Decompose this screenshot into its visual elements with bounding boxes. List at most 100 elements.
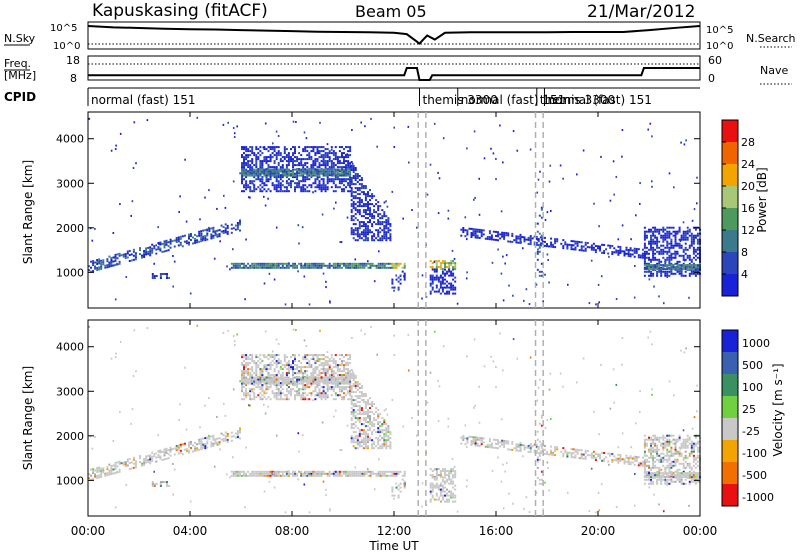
velocity-cell [261, 390, 264, 393]
power-noise-point [312, 191, 314, 194]
velocity-cell [482, 437, 485, 440]
velocity-cell [314, 376, 317, 379]
power-cell [212, 228, 215, 231]
power-cell [629, 253, 632, 256]
velocity-cell [373, 419, 376, 422]
power-cell [173, 239, 176, 242]
velocity-cell [261, 388, 264, 391]
power-cell [367, 266, 370, 269]
power-cell [431, 274, 434, 277]
power-cell [251, 148, 254, 151]
power-cell [389, 266, 392, 269]
velocity-cell [369, 474, 372, 477]
power-cell [429, 292, 432, 295]
power-cell [306, 162, 309, 165]
velocity-cell [304, 388, 307, 391]
power-cell [251, 150, 254, 153]
power-cell [678, 266, 681, 269]
power-cell [322, 156, 325, 159]
velocity-cell [104, 474, 107, 477]
power-cell [643, 262, 646, 265]
power-cell [287, 154, 290, 157]
power-cell [662, 230, 665, 233]
velocity-cell [439, 484, 442, 487]
power-cell [672, 252, 675, 255]
power-cell [326, 180, 329, 183]
velocity-cell [318, 376, 321, 379]
power-cell [688, 234, 691, 237]
power-cell [334, 168, 337, 171]
power-cell [454, 276, 457, 279]
velocity-cell [324, 360, 327, 363]
power-cell [355, 264, 358, 267]
power-cell [316, 146, 319, 149]
power-cell [322, 150, 325, 153]
velocity-cell [381, 445, 384, 448]
velocity-cell [617, 461, 620, 464]
velocity-cell [298, 394, 301, 397]
velocity-cell [403, 472, 406, 475]
velocity-cell [336, 370, 339, 373]
power-cell [314, 180, 317, 183]
velocity-cell [353, 474, 356, 477]
power-cell [617, 253, 620, 256]
velocity-cell [454, 500, 457, 503]
power-cell [652, 252, 655, 255]
power-cell [664, 250, 667, 253]
velocity-cell [271, 360, 274, 363]
velocity-cell [267, 378, 270, 381]
power-cell [503, 237, 506, 240]
power-cell [145, 251, 148, 254]
velocity-cell [643, 462, 646, 465]
power-cell [275, 188, 278, 191]
power-cell [273, 172, 276, 175]
power-cell [692, 236, 695, 239]
velocity-cell [179, 445, 182, 448]
power-cell [257, 186, 260, 189]
freq-right-tick-top: 60 [708, 54, 722, 67]
power-cell [586, 242, 589, 244]
velocity-cell [580, 457, 583, 460]
power-cell [296, 174, 299, 177]
velocity-cell [304, 384, 307, 387]
power-cell [352, 203, 355, 206]
power-cell [253, 152, 256, 155]
velocity-cell [594, 459, 597, 462]
power-cell [361, 264, 364, 267]
power-cell [312, 168, 315, 171]
power-cell [371, 239, 374, 242]
velocity-cell [247, 362, 250, 365]
velocity-cell [318, 360, 321, 363]
power-cell [132, 254, 135, 257]
velocity-cell [263, 378, 266, 381]
power-cell [245, 184, 248, 187]
power-cell [277, 190, 280, 193]
power-cell [637, 256, 640, 259]
velocity-cell [536, 430, 539, 433]
power-cell [540, 216, 543, 219]
power-noise-point [224, 206, 227, 209]
power-cell [338, 156, 341, 159]
power-cell [682, 256, 685, 259]
velocity-cell [446, 498, 448, 501]
power-cell [580, 247, 583, 250]
power-cell [296, 182, 299, 185]
velocity-cell [352, 403, 355, 406]
velocity-cell [251, 388, 254, 391]
power-cell [347, 146, 350, 149]
velocity-cell [586, 454, 589, 457]
power-cell [239, 219, 241, 222]
power-cell [169, 238, 172, 241]
velocity-cell [312, 470, 315, 473]
velocity-cell [287, 372, 290, 375]
power-cell [617, 245, 620, 248]
velocity-cell [279, 394, 282, 397]
velocity-cell [316, 384, 319, 387]
power-cell [261, 170, 264, 173]
power-cell [343, 170, 345, 173]
velocity-cell [292, 384, 294, 387]
velocity-cell [499, 445, 502, 448]
velocity-cell [393, 494, 396, 497]
power-cell [429, 284, 432, 287]
power-noise-point [688, 296, 690, 299]
